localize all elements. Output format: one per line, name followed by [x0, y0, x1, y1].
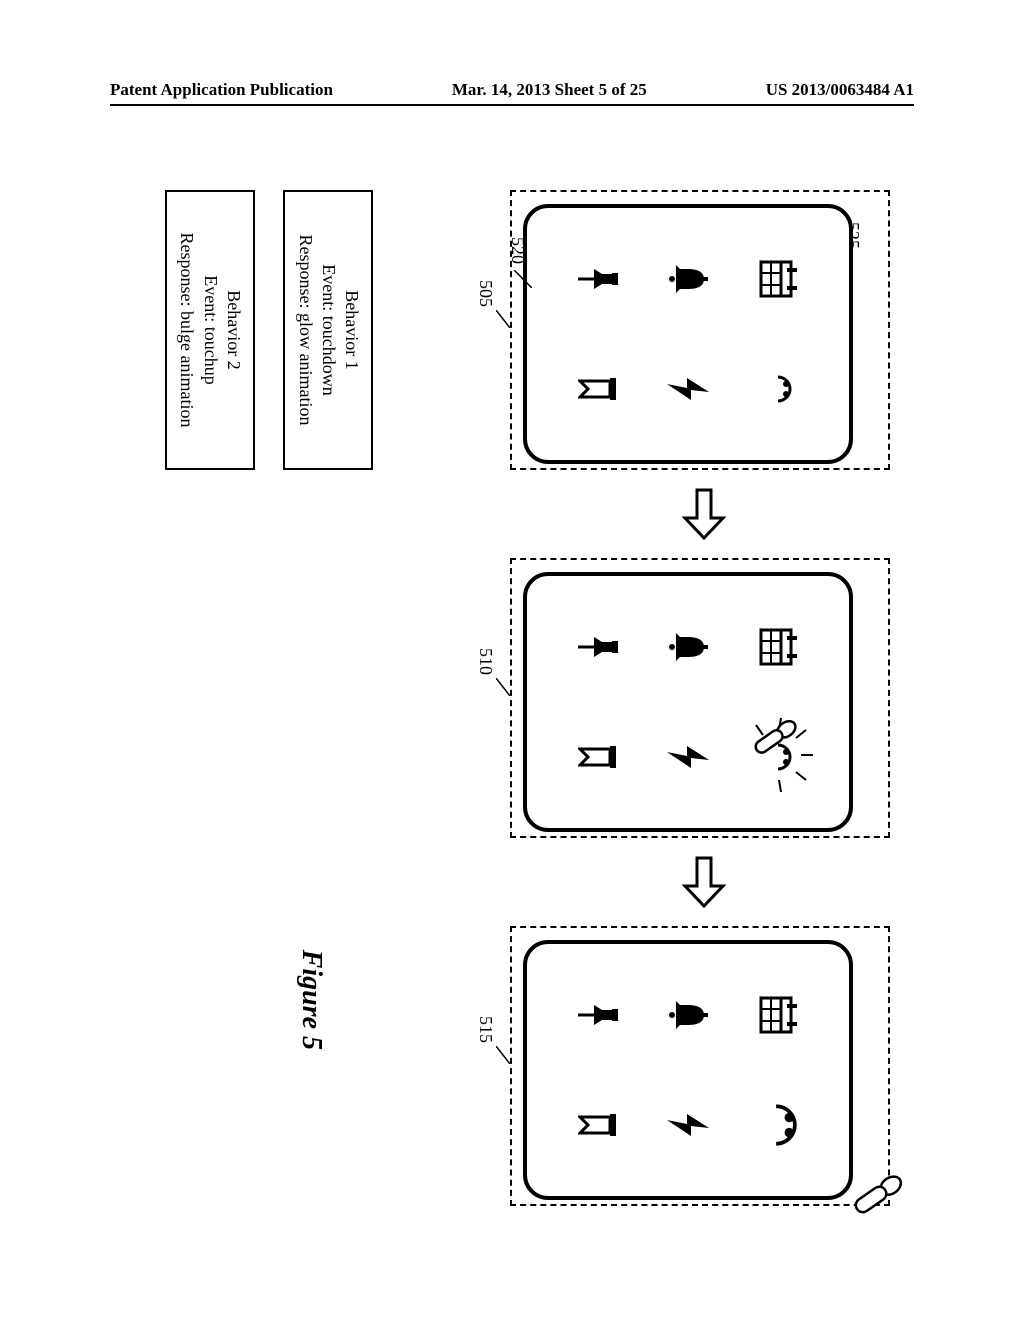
behavior-1-response: Response: glow animation	[293, 204, 316, 456]
calendar-icon	[748, 985, 808, 1045]
lead-line-icon	[496, 310, 510, 328]
behavior-2-box: Behavior 2 Event: touchup Response: bulg…	[165, 190, 255, 470]
arrow-icon	[671, 856, 729, 908]
finger-icon	[841, 1166, 906, 1226]
ref-510: 510	[475, 648, 496, 675]
bookmark-icon	[568, 359, 628, 419]
lead-line-icon	[514, 270, 532, 288]
ref-515: 515	[475, 1016, 496, 1043]
page-header: Patent Application Publication Mar. 14, …	[110, 80, 914, 106]
behavior-2-response: Response: bulge animation	[175, 204, 198, 456]
header-right: US 2013/0063484 A1	[766, 80, 914, 100]
lead-line-icon	[496, 678, 510, 696]
bookmark-icon	[568, 1095, 628, 1155]
bolt-icon	[658, 359, 718, 419]
stage-515: 515	[510, 926, 890, 1206]
bell-icon	[658, 249, 718, 309]
arrow-icon	[671, 488, 729, 540]
figure-caption: Figure 5	[295, 950, 327, 1050]
pushpin-icon	[568, 617, 628, 677]
smiley-bulge-icon	[748, 1095, 808, 1155]
dashed-frame-515	[510, 926, 890, 1206]
header-left: Patent Application Publication	[110, 80, 333, 100]
behavior-boxes: Behavior 1 Event: touchdown Response: gl…	[165, 190, 373, 470]
ref-520: 520	[507, 237, 528, 264]
pushpin-icon	[568, 249, 628, 309]
stage-510: 510	[510, 558, 890, 838]
rotated-figure: 525	[110, 170, 910, 1230]
icon-grid-505	[568, 249, 808, 419]
calendar-icon	[748, 617, 808, 677]
tablet-505	[523, 204, 853, 464]
smiley-icon	[748, 359, 808, 419]
icon-grid-515	[568, 985, 808, 1155]
behavior-1-box: Behavior 1 Event: touchdown Response: gl…	[283, 190, 373, 470]
stage-505: 525	[510, 190, 890, 470]
behavior-2-title: Behavior 2	[222, 204, 245, 456]
bolt-icon	[658, 727, 718, 787]
header-center: Mar. 14, 2013 Sheet 5 of 25	[452, 80, 647, 100]
bell-icon	[658, 617, 718, 677]
bell-icon	[658, 985, 718, 1045]
pushpin-icon	[568, 985, 628, 1045]
behavior-1-event: Event: touchdown	[317, 204, 340, 456]
tablet-510	[523, 572, 853, 832]
figure-area: 525	[110, 170, 910, 1230]
behavior-1-title: Behavior 1	[340, 204, 363, 456]
finger-icon	[741, 711, 801, 766]
lead-line-icon	[496, 1046, 510, 1064]
behavior-2-event: Event: touchup	[198, 204, 221, 456]
dashed-frame-510	[510, 558, 890, 838]
bolt-icon	[658, 1095, 718, 1155]
calendar-icon	[748, 249, 808, 309]
stages-row: 525	[510, 190, 890, 1206]
bookmark-icon	[568, 727, 628, 787]
tablet-515	[523, 940, 853, 1200]
dashed-frame-505: 525	[510, 190, 890, 470]
ref-505: 505	[475, 280, 496, 307]
